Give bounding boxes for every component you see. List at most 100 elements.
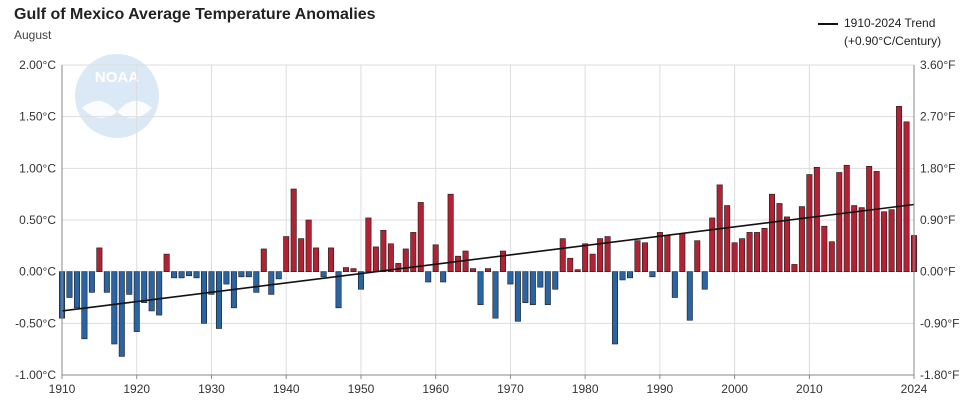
bar-1913 <box>81 271 88 340</box>
x-tick-label: 1980 <box>572 382 599 396</box>
noaa-logo-bird <box>82 100 152 119</box>
bar-2014 <box>836 172 843 272</box>
bar-1981 <box>589 253 596 272</box>
bar-1926 <box>178 271 185 279</box>
bar-2016 <box>851 205 858 272</box>
bar-1915 <box>96 247 103 272</box>
bar-1962 <box>447 193 454 272</box>
bar-1965 <box>470 268 477 272</box>
x-tick-label: 1930 <box>198 382 225 396</box>
bar-1987 <box>634 240 641 272</box>
trend-line-group <box>61 203 915 312</box>
y-tick-left: -0.50°C <box>15 316 56 330</box>
trend-line <box>61 203 915 312</box>
bar-1923 <box>156 271 163 316</box>
bar-1961 <box>440 271 447 283</box>
bar-1955 <box>395 263 402 272</box>
bar-1986 <box>627 271 633 279</box>
bar-1939 <box>275 271 282 280</box>
bar-1963 <box>455 255 462 272</box>
noaa-logo-text: NOAA <box>95 69 139 86</box>
bar-1938 <box>268 271 275 295</box>
bar-1947 <box>335 271 342 309</box>
bar-1927 <box>186 271 193 277</box>
bar-1921 <box>141 271 148 303</box>
y-tick-right: -0.90°F <box>920 316 959 330</box>
bar-1936 <box>253 271 260 293</box>
bar-1931 <box>215 271 222 329</box>
y-tick-left: -1.00°C <box>15 368 56 382</box>
noaa-logo: NOAA <box>75 54 159 138</box>
legend-trend-rate: (+0.90°C/Century) <box>844 34 942 48</box>
bar-1948 <box>343 267 349 272</box>
y-tick-right: -1.80°F <box>920 368 959 382</box>
x-tick-label: 2000 <box>721 382 748 396</box>
x-tick-label: 1950 <box>348 382 375 396</box>
y-axis-right: -1.80°F -0.90°F 0.00°F 0.90°F 1.80°F 2.70°F 3.… <box>920 58 959 382</box>
bar-1996 <box>701 271 708 290</box>
bar-1932 <box>223 271 230 285</box>
x-tick-label: 1940 <box>273 382 300 396</box>
bar-1980 <box>582 243 589 272</box>
bar-1988 <box>641 242 648 272</box>
bar-2018 <box>866 165 873 272</box>
bar-1968 <box>492 271 499 319</box>
bar-1957 <box>410 232 417 272</box>
bar-1916 <box>103 271 110 293</box>
bars-group <box>59 106 917 357</box>
bar-2005 <box>769 193 775 272</box>
bar-1959 <box>425 271 432 283</box>
bar-1940 <box>283 236 290 272</box>
bar-1922 <box>148 271 155 312</box>
bar-1979 <box>574 269 581 272</box>
bar-1935 <box>245 271 252 278</box>
bar-1984 <box>612 271 619 345</box>
bar-1918 <box>118 271 125 357</box>
bar-1912 <box>73 271 80 309</box>
bar-2023 <box>903 121 910 272</box>
bar-1953 <box>380 230 387 272</box>
bar-1972 <box>522 271 529 303</box>
bar-2003 <box>754 232 761 272</box>
bar-1994 <box>686 271 693 321</box>
bar-1985 <box>619 271 626 281</box>
bar-1950 <box>357 271 364 290</box>
bar-1956 <box>402 248 409 272</box>
bar-1944 <box>313 247 320 272</box>
bar-1970 <box>507 271 514 285</box>
bar-2021 <box>888 209 895 272</box>
bar-1943 <box>305 219 312 272</box>
bar-1949 <box>350 268 357 272</box>
bar-1945 <box>320 271 327 278</box>
bar-1942 <box>298 238 305 272</box>
bar-1914 <box>88 271 95 293</box>
bar-2006 <box>776 203 783 272</box>
chart-title: Gulf of Mexico Average Temperature Anoma… <box>14 6 376 23</box>
x-axis: 1910 1920 1930 1940 1950 1960 1970 1980 1990 2000… <box>49 375 928 396</box>
bar-1989 <box>649 271 656 278</box>
bar-2001 <box>739 238 746 272</box>
bar-2015 <box>843 164 850 272</box>
bar-1977 <box>559 238 566 272</box>
bar-1983 <box>604 236 611 272</box>
y-tick-right: 1.80°F <box>920 161 955 175</box>
bar-1978 <box>567 257 574 272</box>
bar-2000 <box>731 242 738 272</box>
bar-1946 <box>328 247 335 272</box>
y-tick-left: 2.00°C <box>19 58 56 72</box>
y-tick-left: 1.50°C <box>19 110 56 124</box>
y-tick-left: 0.50°C <box>19 213 56 227</box>
bar-2010 <box>806 174 813 272</box>
bar-2011 <box>813 167 820 272</box>
y-tick-right: 3.60°F <box>920 58 955 72</box>
bar-1952 <box>372 246 379 272</box>
x-tick-label: 1960 <box>422 382 449 396</box>
plot-frame <box>61 65 915 376</box>
bar-1973 <box>529 271 536 306</box>
x-tick-label: 1990 <box>647 382 674 396</box>
bar-1976 <box>552 271 559 290</box>
y-axis-left: -1.00°C -0.50°C 0.00°C 0.50°C 1.00°C 1.50°C 2.… <box>15 58 56 382</box>
bar-1999 <box>724 205 731 272</box>
bar-1995 <box>694 240 701 272</box>
bar-1982 <box>597 238 604 272</box>
